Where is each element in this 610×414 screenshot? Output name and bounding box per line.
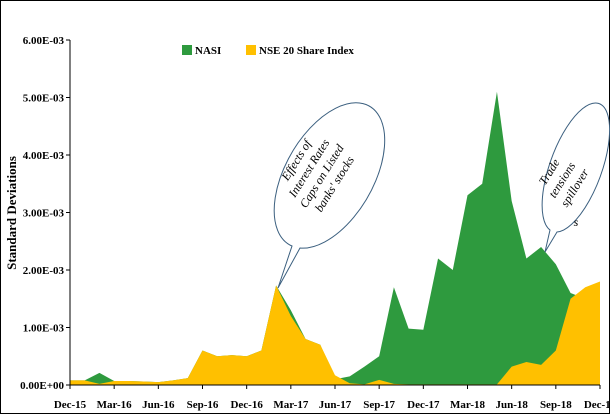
y-tick-label: 0.00E+00: [20, 380, 64, 392]
y-tick-label: 5.00E-03: [23, 93, 65, 105]
x-tick-label: Dec-18: [584, 399, 610, 411]
y-tick-label: 4.00E-03: [23, 150, 65, 162]
y-tick-labels: 0.00E+00 1.00E-03 2.00E-03 3.00E-03 4.00E-03…: [20, 35, 70, 392]
y-tick-label: 3.00E-03: [23, 208, 65, 220]
x-tick-labels: Dec-15 Mar-16 Jun-16 Sep-16 Dec-16 Mar-17 Jun-…: [54, 385, 610, 411]
x-tick-label: Mar-16: [97, 399, 133, 411]
x-tick-label: Mar-17: [273, 399, 309, 411]
x-tick-label: Mar-18: [450, 399, 486, 411]
x-tick-label: Dec-17: [407, 399, 440, 411]
y-tick-label: 2.00E-03: [23, 265, 65, 277]
x-tick-label: Sep-17: [363, 399, 395, 411]
legend-swatch-nse20: [246, 45, 256, 55]
y-tick-label: 6.00E-03: [23, 35, 65, 47]
y-tick-label: 1.00E-03: [23, 323, 65, 335]
callout-trade-tensions: Trade tensions spillover s: [536, 102, 610, 253]
area-series-nasi: [70, 91, 600, 385]
area-series-nse20: [70, 281, 600, 385]
x-tick-label: Dec-16: [230, 399, 263, 411]
x-tick-label: Jun-17: [319, 399, 352, 411]
callout-bubble-interest-rate-caps: [273, 102, 386, 289]
x-tick-label: Sep-16: [187, 399, 219, 411]
x-tick-label: Dec-15: [54, 399, 87, 411]
area-series-group: [70, 91, 600, 385]
legend: NASI NSE 20 Share Index: [182, 45, 354, 57]
x-tick-label: Sep-18: [540, 399, 572, 411]
legend-label-nasi: NASI: [195, 45, 221, 57]
callout-line: s: [574, 215, 579, 229]
x-tick-label: Jun-18: [495, 399, 528, 411]
y-axis-title: Standard Deviations: [4, 156, 19, 270]
legend-item-nse20: NSE 20 Share Index: [246, 45, 354, 57]
legend-item-nasi: NASI: [182, 45, 221, 57]
x-tick-label: Jun-16: [142, 399, 175, 411]
legend-label-nse20: NSE 20 Share Index: [259, 45, 354, 57]
callout-bubble-trade-tensions: [541, 102, 610, 253]
callout-interest-rate-caps: Effects of Interest Rates Caps on Listed…: [273, 102, 386, 289]
legend-swatch-nasi: [182, 45, 192, 55]
